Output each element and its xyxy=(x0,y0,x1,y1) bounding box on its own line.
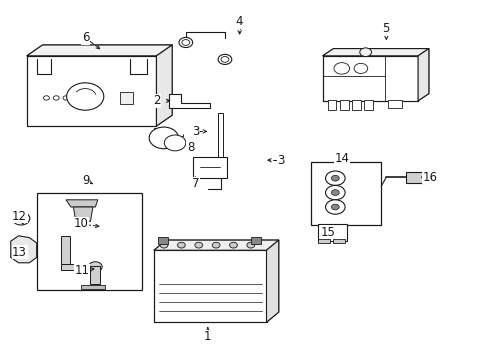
Circle shape xyxy=(66,83,103,110)
Circle shape xyxy=(149,127,178,149)
Circle shape xyxy=(19,246,28,253)
Polygon shape xyxy=(266,240,278,322)
Text: 13: 13 xyxy=(12,246,27,258)
Circle shape xyxy=(325,185,345,200)
Circle shape xyxy=(160,242,168,248)
Text: 11: 11 xyxy=(75,264,89,277)
Circle shape xyxy=(43,96,49,100)
Circle shape xyxy=(333,63,349,74)
Polygon shape xyxy=(66,200,98,207)
Bar xyxy=(37,193,142,290)
Text: 10: 10 xyxy=(73,217,88,230)
Text: 14: 14 xyxy=(334,152,349,165)
Bar xyxy=(351,100,360,110)
Circle shape xyxy=(179,37,192,48)
Polygon shape xyxy=(11,236,37,263)
Circle shape xyxy=(331,204,339,210)
Polygon shape xyxy=(154,250,266,322)
Bar xyxy=(327,100,336,110)
Text: 15: 15 xyxy=(321,226,335,239)
Bar xyxy=(387,100,402,108)
Polygon shape xyxy=(168,94,210,108)
Bar xyxy=(218,113,223,173)
Circle shape xyxy=(212,242,220,248)
Bar xyxy=(157,237,168,244)
Text: 4: 4 xyxy=(235,15,243,28)
Polygon shape xyxy=(417,49,428,101)
Bar xyxy=(364,100,372,110)
Circle shape xyxy=(359,48,371,57)
Text: 12: 12 xyxy=(12,210,27,222)
Circle shape xyxy=(331,175,339,181)
Circle shape xyxy=(63,96,69,100)
Circle shape xyxy=(182,40,189,45)
Polygon shape xyxy=(120,92,133,104)
Bar xyxy=(317,224,346,241)
Circle shape xyxy=(331,190,339,195)
Circle shape xyxy=(12,212,30,225)
Text: 2: 2 xyxy=(152,94,160,107)
Polygon shape xyxy=(322,49,428,56)
Text: 9: 9 xyxy=(81,174,89,186)
Bar xyxy=(250,237,261,244)
Text: 5: 5 xyxy=(382,22,389,35)
Circle shape xyxy=(246,242,254,248)
Bar xyxy=(405,172,425,183)
Text: 3: 3 xyxy=(277,154,285,167)
Bar xyxy=(332,239,344,243)
Circle shape xyxy=(164,135,185,151)
Polygon shape xyxy=(27,56,156,126)
Circle shape xyxy=(194,242,202,248)
Bar xyxy=(90,266,100,284)
Bar xyxy=(310,162,381,225)
Text: 7: 7 xyxy=(191,177,199,190)
Polygon shape xyxy=(154,240,278,250)
Polygon shape xyxy=(81,285,105,289)
Circle shape xyxy=(221,57,228,62)
Polygon shape xyxy=(73,207,93,221)
Circle shape xyxy=(325,200,345,214)
Circle shape xyxy=(53,96,59,100)
Circle shape xyxy=(88,262,102,272)
Bar xyxy=(61,264,95,270)
Text: 3: 3 xyxy=(191,125,199,138)
Text: 6: 6 xyxy=(81,31,89,44)
Circle shape xyxy=(325,171,345,185)
Bar xyxy=(317,239,329,243)
Circle shape xyxy=(177,242,185,248)
Circle shape xyxy=(229,242,237,248)
Text: 16: 16 xyxy=(422,171,437,184)
Polygon shape xyxy=(322,56,417,101)
Polygon shape xyxy=(27,45,172,56)
Text: 1: 1 xyxy=(203,330,211,343)
Bar xyxy=(425,175,432,179)
Bar xyxy=(61,236,70,265)
Bar xyxy=(193,157,227,178)
Circle shape xyxy=(218,54,231,64)
Circle shape xyxy=(353,63,367,73)
Polygon shape xyxy=(156,45,172,126)
Text: 8: 8 xyxy=(186,141,194,154)
Bar xyxy=(339,100,348,110)
